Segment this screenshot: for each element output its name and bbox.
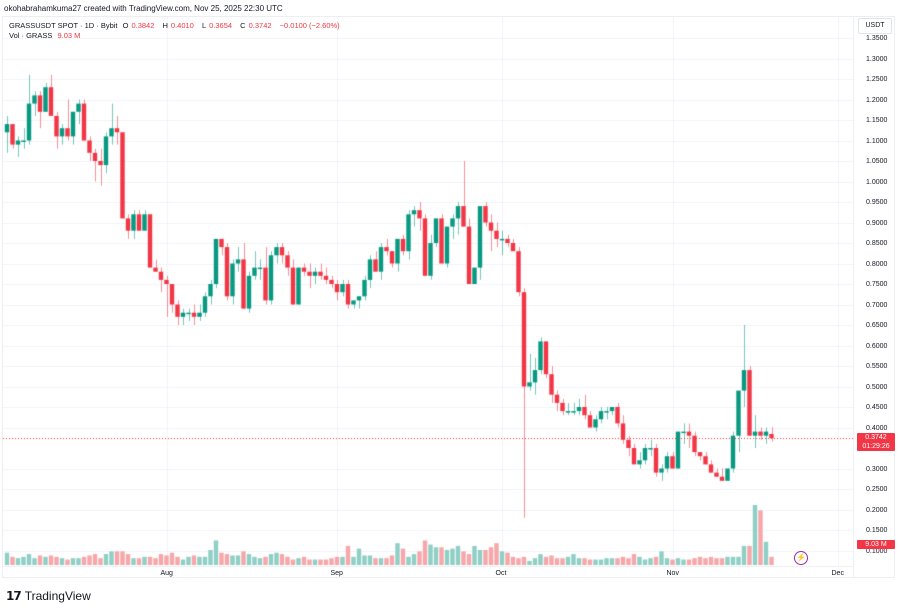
price-tick-label: 0.7000 [866, 301, 888, 309]
price-tick-label: 0.2500 [866, 485, 888, 493]
bar-countdown: 01:29:26 [862, 443, 890, 450]
lightning-icon[interactable]: ⚡ [794, 551, 808, 565]
price-tick-label: 1.0500 [866, 157, 888, 165]
price-tick-label: 1.3500 [866, 34, 888, 42]
volume-value: 9.03 M [57, 31, 81, 40]
price-tick-label: 0.9000 [866, 219, 888, 227]
change-value: −0.0100 (−2.60%) [279, 21, 340, 30]
low-value: L 0.3654 [201, 21, 233, 30]
price-tick-label: 1.2000 [866, 96, 888, 104]
tradingview-mark-icon: 𝟭𝟳 [6, 589, 22, 603]
price-tick-label: 0.5500 [866, 362, 888, 370]
price-tick-label: 0.7500 [866, 280, 888, 288]
volume-row: Vol · GRASS 9.03 M [9, 31, 343, 41]
price-tick-label: 0.2000 [866, 506, 888, 514]
date-tick-label: Sep [330, 570, 343, 577]
volume-tag: 9.03 M [857, 540, 895, 549]
price-tick-label: 0.8000 [866, 260, 888, 268]
chart-legend: GRASSUSDT SPOT · 1D · Bybit O 0.3842 H 0.4… [9, 21, 343, 41]
price-tick-label: 0.5000 [866, 383, 888, 391]
price-tick-label: 0.9500 [866, 198, 888, 206]
price-tick-label: 0.4500 [866, 403, 888, 411]
high-value: H 0.4010 [162, 21, 194, 30]
currency-unit-button[interactable]: USDT [858, 18, 892, 34]
price-tick-label: 1.0000 [866, 178, 888, 186]
price-tick-label: 1.2500 [866, 75, 888, 83]
price-tick-label: 0.4000 [866, 424, 888, 432]
price-tick-label: 0.3000 [866, 465, 888, 473]
tradingview-logo: 𝟭𝟳 TradingView [6, 589, 91, 603]
date-tick-label: Oct [495, 570, 507, 577]
date-tick-label: Nov [666, 570, 679, 577]
close-value: C 0.3742 [240, 21, 272, 30]
price-tick-label: 0.6000 [866, 342, 888, 350]
price-tick-label: 1.1000 [866, 137, 888, 145]
price-tick-label: 1.3000 [866, 55, 888, 63]
ohlc-row: GRASSUSDT SPOT · 1D · Bybit O 0.3842 H 0.4… [9, 21, 343, 31]
current-price-tag: 0.3742 01:29:26 [857, 433, 895, 451]
price-tick-label: 0.1500 [866, 526, 888, 534]
date-tick-label: Dec [831, 570, 844, 577]
price-tick-label: 0.8500 [866, 239, 888, 247]
current-price: 0.3742 [865, 434, 887, 441]
date-tick-label: Aug [160, 570, 173, 577]
symbol-label[interactable]: GRASSUSDT SPOT · 1D · Bybit [9, 21, 118, 30]
price-tick-label: 0.6500 [866, 321, 888, 329]
open-value: O 0.3842 [122, 21, 155, 30]
price-tick-label: 0.1000 [866, 547, 888, 555]
price-tick-label: 1.1500 [866, 116, 888, 124]
volume-label[interactable]: Vol · GRASS [9, 31, 53, 40]
